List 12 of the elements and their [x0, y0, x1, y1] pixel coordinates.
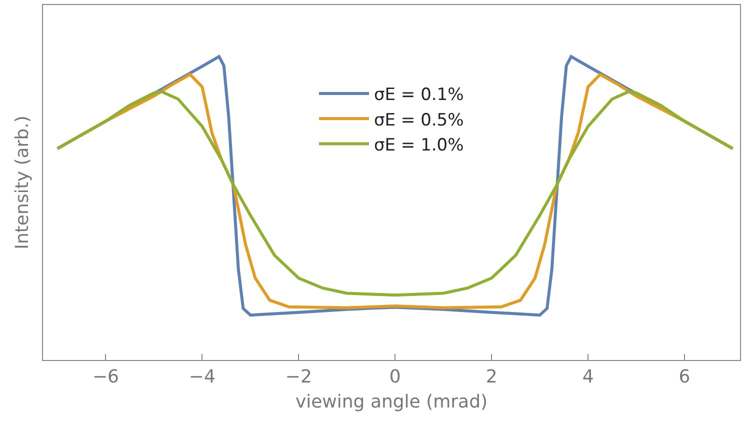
legend-label: σE = 1.0%: [374, 135, 464, 156]
y-axis-title: Intensity (arb.): [12, 116, 34, 250]
x-tick-label: 0: [389, 366, 401, 388]
x-tick-label: 4: [582, 366, 594, 388]
legend-label: σE = 0.1%: [374, 85, 464, 106]
x-tick-label: 6: [678, 366, 690, 388]
x-axis-title: viewing angle (mrad): [295, 392, 488, 413]
x-tick-label: −2: [285, 366, 312, 388]
x-tick-label: 2: [486, 366, 498, 388]
legend-label: σE = 0.5%: [374, 110, 464, 130]
x-tick-label: −6: [92, 366, 119, 388]
x-tick-label: −4: [188, 366, 216, 388]
